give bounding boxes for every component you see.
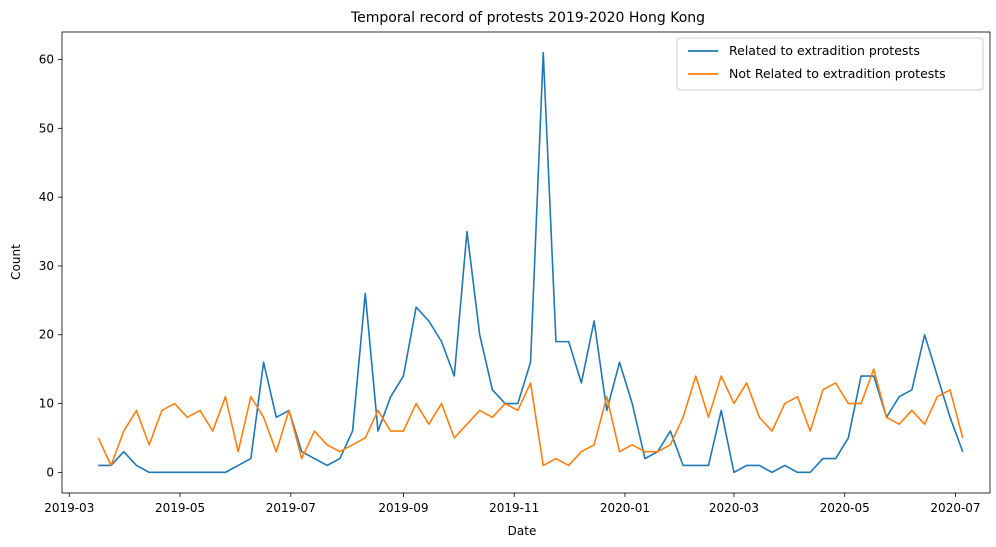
x-tick-label: 2020-07 bbox=[930, 501, 980, 515]
legend-label-related: Related to extradition protests bbox=[729, 43, 920, 58]
legend: Related to extradition protests Not Rela… bbox=[676, 37, 984, 91]
x-tick-label: 2019-09 bbox=[378, 501, 428, 515]
legend-label-not-related: Not Related to extradition protests bbox=[729, 66, 946, 81]
plot-frame bbox=[61, 31, 991, 494]
y-tick-label: 40 bbox=[39, 190, 54, 204]
y-tick-label: 50 bbox=[39, 121, 54, 135]
x-axis: 2019-03 2019-05 2019-07 2019-09 2019-11 2020-… bbox=[44, 493, 981, 515]
x-tick-label: 2020-05 bbox=[820, 501, 870, 515]
y-tick-label: 0 bbox=[46, 465, 54, 479]
x-tick-label: 2019-03 bbox=[44, 501, 94, 515]
series-line-related bbox=[98, 51, 964, 474]
plot-area bbox=[61, 31, 991, 494]
y-axis-label: Count bbox=[9, 244, 23, 280]
chart-title: Temporal record of protests 2019-2020 Ho… bbox=[350, 10, 705, 26]
series-layer bbox=[97, 51, 964, 474]
legend-box bbox=[676, 37, 984, 91]
x-tick-label: 2019-05 bbox=[155, 501, 205, 515]
x-tick-label: 2019-11 bbox=[489, 501, 539, 515]
x-tick-label: 2019-07 bbox=[266, 501, 316, 515]
y-tick-label: 60 bbox=[39, 53, 54, 67]
y-tick-label: 20 bbox=[39, 328, 54, 342]
x-axis-label: Date bbox=[508, 524, 537, 538]
y-tick-label: 30 bbox=[39, 259, 54, 273]
y-axis: 0 10 20 30 40 50 60 bbox=[39, 53, 62, 479]
y-tick-label: 10 bbox=[39, 397, 54, 411]
x-tick-label: 2020-03 bbox=[709, 501, 759, 515]
series-line-not-related bbox=[97, 368, 964, 467]
x-tick-label: 2020-01 bbox=[600, 501, 650, 515]
